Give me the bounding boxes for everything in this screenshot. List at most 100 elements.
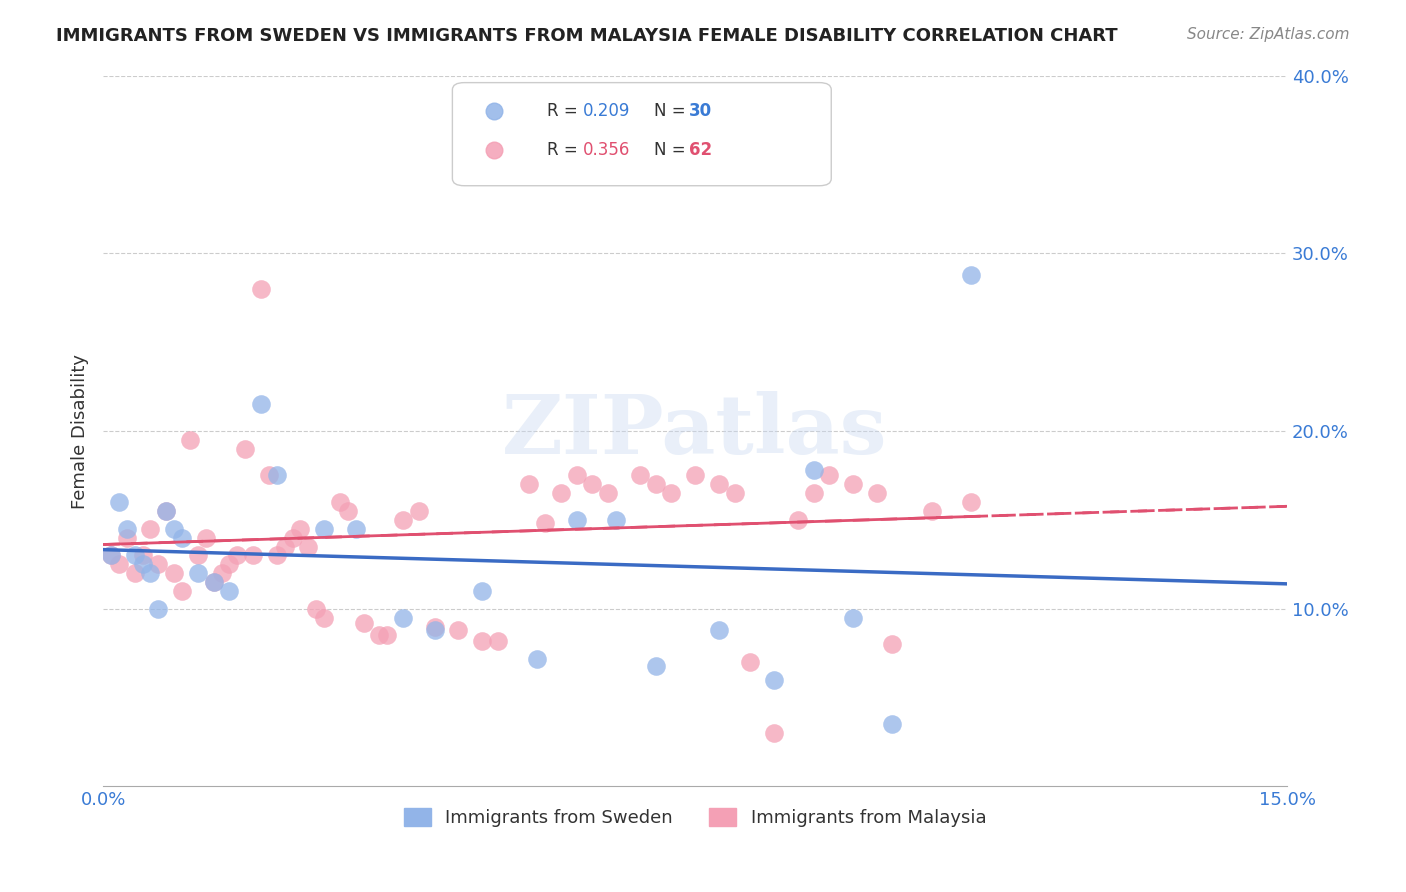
Point xyxy=(960,268,983,282)
Point xyxy=(866,486,889,500)
Point xyxy=(423,623,446,637)
Point xyxy=(550,486,572,500)
Point xyxy=(723,486,745,500)
Point xyxy=(170,584,193,599)
Point xyxy=(392,610,415,624)
Point xyxy=(314,610,336,624)
Point xyxy=(628,468,651,483)
Point xyxy=(392,513,415,527)
Point xyxy=(486,633,509,648)
Point xyxy=(139,522,162,536)
Point xyxy=(368,628,391,642)
Point xyxy=(882,717,904,731)
Point xyxy=(336,504,359,518)
Text: 0.209: 0.209 xyxy=(582,102,630,120)
Point xyxy=(139,566,162,581)
Point xyxy=(266,549,288,563)
Point xyxy=(202,575,225,590)
Point xyxy=(305,601,328,615)
Point xyxy=(644,658,666,673)
Point xyxy=(233,442,256,456)
Point xyxy=(526,651,548,665)
Point xyxy=(273,540,295,554)
Point xyxy=(375,628,398,642)
Point xyxy=(763,726,786,740)
Point xyxy=(290,522,312,536)
Point xyxy=(842,610,865,624)
Point xyxy=(581,477,603,491)
Point xyxy=(344,522,367,536)
Point xyxy=(786,513,808,527)
Point xyxy=(163,566,186,581)
Point xyxy=(187,566,209,581)
Point xyxy=(170,531,193,545)
Point xyxy=(921,504,943,518)
Point xyxy=(565,468,588,483)
Point xyxy=(100,549,122,563)
Point xyxy=(605,513,627,527)
Point xyxy=(534,516,557,531)
Point xyxy=(155,504,177,518)
Point xyxy=(471,633,494,648)
Point xyxy=(818,468,841,483)
Point xyxy=(565,513,588,527)
Point xyxy=(100,549,122,563)
Point xyxy=(202,575,225,590)
Y-axis label: Female Disability: Female Disability xyxy=(72,353,89,508)
Point xyxy=(218,584,240,599)
Point xyxy=(108,495,131,509)
Point xyxy=(187,549,209,563)
Text: ZIPatlas: ZIPatlas xyxy=(502,391,887,471)
Point xyxy=(115,522,138,536)
Text: Source: ZipAtlas.com: Source: ZipAtlas.com xyxy=(1187,27,1350,42)
Point xyxy=(598,486,620,500)
Point xyxy=(803,486,825,500)
Point xyxy=(242,549,264,563)
Point xyxy=(353,615,375,630)
Legend: Immigrants from Sweden, Immigrants from Malaysia: Immigrants from Sweden, Immigrants from … xyxy=(396,800,994,834)
Point xyxy=(683,468,706,483)
Point xyxy=(314,522,336,536)
Text: R =: R = xyxy=(547,102,583,120)
Point xyxy=(257,468,280,483)
Point xyxy=(131,549,153,563)
Point xyxy=(408,504,430,518)
Point xyxy=(740,655,762,669)
Point xyxy=(148,558,170,572)
FancyBboxPatch shape xyxy=(453,83,831,186)
Point xyxy=(131,558,153,572)
Point xyxy=(163,522,186,536)
Point xyxy=(882,637,904,651)
Text: R =: R = xyxy=(547,141,583,159)
Point xyxy=(502,157,524,171)
Text: 0.356: 0.356 xyxy=(582,141,630,159)
Point xyxy=(266,468,288,483)
Point xyxy=(803,463,825,477)
Point xyxy=(471,584,494,599)
Text: N =: N = xyxy=(654,102,690,120)
Text: IMMIGRANTS FROM SWEDEN VS IMMIGRANTS FROM MALAYSIA FEMALE DISABILITY CORRELATION: IMMIGRANTS FROM SWEDEN VS IMMIGRANTS FRO… xyxy=(56,27,1118,45)
Point xyxy=(707,623,730,637)
Point xyxy=(423,619,446,633)
Text: N =: N = xyxy=(654,141,690,159)
Point xyxy=(960,495,983,509)
Point xyxy=(108,558,131,572)
Point xyxy=(148,601,170,615)
Point xyxy=(115,531,138,545)
Point xyxy=(707,477,730,491)
Point xyxy=(179,433,201,447)
Text: 30: 30 xyxy=(689,102,713,120)
Point xyxy=(644,477,666,491)
Point xyxy=(124,549,146,563)
Point xyxy=(250,282,273,296)
Point xyxy=(218,558,240,572)
Point xyxy=(226,549,249,563)
Point xyxy=(281,531,304,545)
Point xyxy=(124,566,146,581)
Point xyxy=(155,504,177,518)
Point xyxy=(211,566,233,581)
Point xyxy=(661,486,683,500)
Point xyxy=(517,477,540,491)
Point xyxy=(447,623,470,637)
Point xyxy=(250,397,273,411)
